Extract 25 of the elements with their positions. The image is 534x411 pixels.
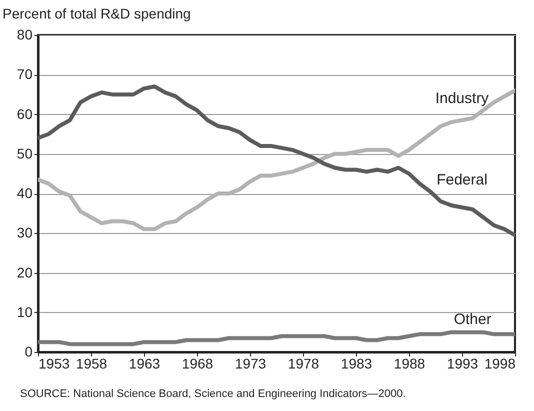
x-tick-label: 1958 [76, 356, 108, 372]
y-tick-label: 50 [16, 145, 33, 162]
x-tick-label: 1993 [446, 356, 478, 372]
x-tick-label: 1983 [340, 356, 372, 372]
series-label: Other [454, 311, 492, 328]
y-axis-title: Percent of total R&D spending [2, 6, 191, 22]
x-tick-label: 1973 [234, 356, 266, 372]
x-tick-label: 1978 [288, 356, 320, 372]
y-tick-label: 80 [16, 26, 33, 42]
y-tick-label: 10 [16, 304, 33, 320]
y-tick-label: 0 [24, 344, 33, 360]
y-tick-label: 60 [16, 106, 33, 122]
y-tick-label: 40 [16, 185, 33, 201]
x-tick-label: 1998 [484, 356, 516, 372]
source-note: SOURCE: National Science Board, Science and Engineering Indicators—2000. [20, 388, 406, 400]
series-label: Industry [435, 90, 490, 108]
x-tick-label: 1988 [394, 356, 426, 372]
y-tick-label: 70 [16, 66, 33, 82]
series-label: Federal [436, 171, 488, 188]
y-tick-label: 30 [16, 224, 33, 241]
line-series [38, 330, 515, 346]
y-tick-label: 20 [16, 264, 33, 280]
x-tick-label: 1968 [182, 356, 214, 372]
x-tick-label: 1963 [128, 356, 160, 372]
x-tick-label: 1953 [38, 356, 70, 372]
